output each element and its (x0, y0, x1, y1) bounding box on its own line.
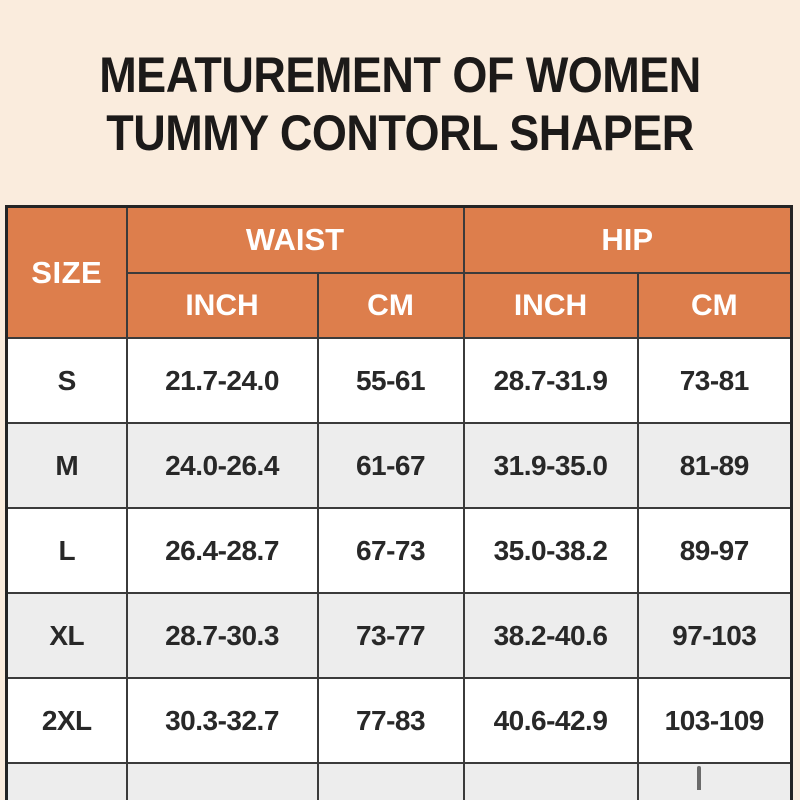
table-row-cutoff (5, 762, 793, 800)
waist-cm-cell (316, 762, 465, 800)
table-row-m: M 24.0-26.4 61-67 31.9-35.0 81-89 (5, 422, 793, 509)
size-cell: 2XL (5, 677, 128, 764)
waist-cm-header: CM (316, 272, 465, 339)
size-cell: L (5, 507, 128, 594)
header-unit-row: INCH CM INCH CM (7, 272, 793, 339)
page-title-line-1: MEATUREMENT OF WOMEN (99, 45, 701, 103)
table-row-s: S 21.7-24.0 55-61 28.7-31.9 73-81 (5, 337, 793, 424)
hip-cm-cell: 81-89 (636, 422, 793, 509)
waist-inch-cell: 24.0-26.4 (125, 422, 319, 509)
waist-inch-cell: 28.7-30.3 (125, 592, 319, 679)
hip-inch-cell: 40.6-42.9 (462, 677, 639, 764)
hip-cm-cell: 97-103 (636, 592, 793, 679)
size-chart-table: SIZE WAIST HIP INCH CM INCH CM S 21.7-24… (5, 205, 794, 800)
page-title-line-2: TUMMY CONTORL SHAPER (106, 103, 694, 161)
waist-inch-header: INCH (125, 272, 319, 339)
table-row-xl: XL 28.7-30.3 73-77 38.2-40.6 97-103 (5, 592, 793, 679)
waist-cm-cell: 73-77 (316, 592, 465, 679)
hip-inch-cell (462, 762, 639, 800)
waist-inch-cell (125, 762, 319, 800)
waist-cm-cell: 61-67 (316, 422, 465, 509)
hip-inch-cell: 31.9-35.0 (462, 422, 639, 509)
hip-cm-cell (636, 762, 793, 800)
size-column-header: SIZE (5, 205, 128, 339)
waist-cm-cell: 55-61 (316, 337, 465, 424)
hip-inch-cell: 28.7-31.9 (462, 337, 639, 424)
table-row-2xl: 2XL 30.3-32.7 77-83 40.6-42.9 103-109 (5, 677, 793, 764)
waist-cm-cell: 77-83 (316, 677, 465, 764)
hip-inch-header: INCH (462, 272, 639, 339)
header-group-row: SIZE WAIST HIP (5, 205, 793, 339)
waist-cm-cell: 67-73 (316, 507, 465, 594)
waist-inch-cell: 21.7-24.0 (125, 337, 319, 424)
hip-cm-header: CM (636, 272, 793, 339)
hip-inch-cell: 35.0-38.2 (462, 507, 639, 594)
size-cell: M (5, 422, 128, 509)
table-row-l: L 26.4-28.7 67-73 35.0-38.2 89-97 (5, 507, 793, 594)
size-cell: XL (5, 592, 128, 679)
hip-cm-cell: 89-97 (636, 507, 793, 594)
hip-cm-cell: 73-81 (636, 337, 793, 424)
waist-inch-cell: 30.3-32.7 (125, 677, 319, 764)
page-title: MEATUREMENT OF WOMEN TUMMY CONTORL SHAPE… (0, 0, 800, 162)
size-cell: S (5, 337, 128, 424)
waist-inch-cell: 26.4-28.7 (125, 507, 319, 594)
cutoff-digit-fragment (696, 766, 701, 790)
hip-group-header: HIP (462, 205, 793, 274)
hip-inch-cell: 38.2-40.6 (462, 592, 639, 679)
size-cell (5, 762, 128, 800)
hip-cm-cell: 103-109 (636, 677, 793, 764)
waist-group-header: WAIST (125, 205, 465, 274)
